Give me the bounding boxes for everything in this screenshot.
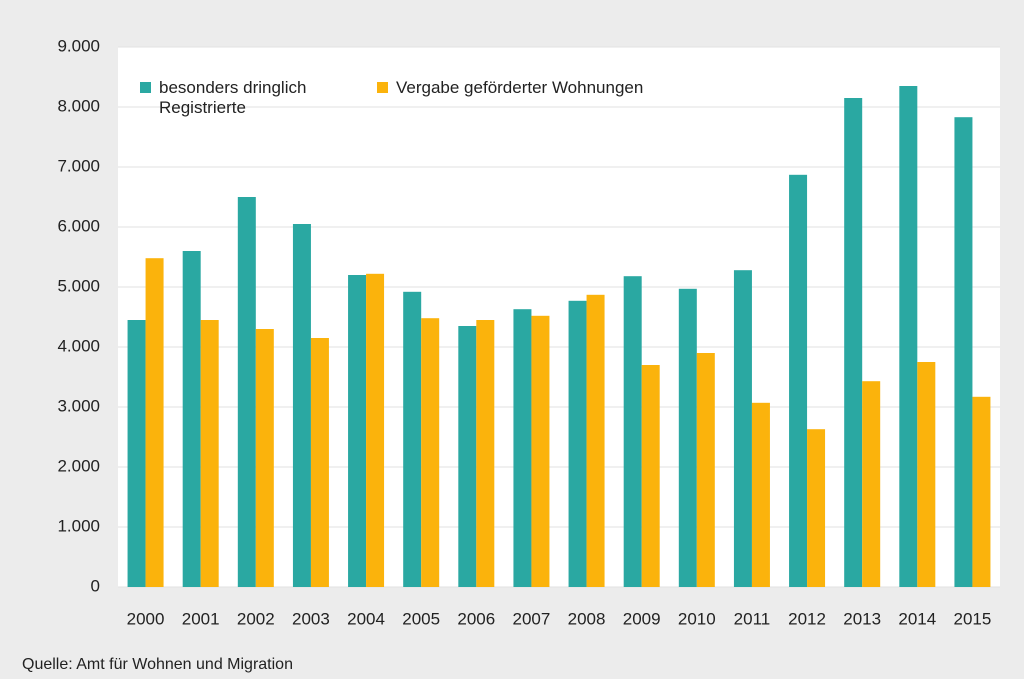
bar [751,402,770,587]
bar [899,86,918,587]
x-tick-label: 2005 [402,609,440,628]
x-tick-label: 2003 [292,609,330,628]
legend: besonders dringlich Registrierte Vergabe … [140,78,643,118]
bar [366,273,385,587]
bar [476,320,495,587]
bar [954,117,973,587]
bar [458,326,477,587]
x-tick-label: 2012 [788,609,826,628]
y-tick-label: 3.000 [57,396,100,415]
x-tick-label: 2000 [127,609,165,628]
x-tick-label: 2002 [237,609,275,628]
bar [182,251,201,587]
bar [310,338,329,587]
bar [917,362,936,587]
y-tick-label: 9.000 [57,36,100,55]
legend-label: besonders dringlich Registrierte [159,78,307,117]
bar [531,315,550,587]
x-tick-label: 2015 [954,609,992,628]
y-tick-label: 8.000 [57,96,100,115]
bar [292,224,311,587]
x-tick-label: 2001 [182,609,220,628]
x-tick-label: 2008 [568,609,606,628]
bar [641,365,660,587]
bar [348,275,367,587]
x-tick-label: 2011 [734,609,771,628]
bar [255,329,274,587]
y-tick-label: 0 [91,576,100,595]
legend-label: Vergabe geförderter Wohnungen [396,78,644,97]
bar [513,309,532,587]
bar [421,318,440,587]
x-tick-label: 2014 [898,609,936,628]
bar [972,396,991,587]
legend-swatch [140,82,151,93]
bar [568,300,587,587]
bar [237,197,256,587]
x-tick-label: 2007 [513,609,551,628]
legend-item: Vergabe geförderter Wohnungen [377,78,643,118]
bar [623,276,642,587]
bar [862,381,881,587]
bar [678,288,697,587]
y-tick-label: 2.000 [57,456,100,475]
bar [844,98,863,587]
bar [200,320,219,587]
bar [127,320,146,587]
x-tick-label: 2004 [347,609,385,628]
x-tick-label: 2010 [678,609,716,628]
y-tick-label: 5.000 [57,276,100,295]
bar [696,353,715,587]
legend-item: besonders dringlich Registrierte [140,78,359,118]
bar [807,429,826,587]
y-tick-label: 1.000 [57,516,100,535]
bar [586,294,605,587]
x-tick-label: 2006 [457,609,495,628]
y-tick-label: 7.000 [57,156,100,175]
bar [789,174,808,588]
source: Quelle: Amt für Wohnen und Migration [22,656,293,673]
y-tick-label: 4.000 [57,336,100,355]
bar [145,258,164,587]
x-tick-label: 2009 [623,609,661,628]
x-tick-label: 2013 [843,609,881,628]
bar [733,270,752,587]
bar [403,291,422,587]
legend-swatch [377,82,388,93]
y-tick-label: 6.000 [57,216,100,235]
